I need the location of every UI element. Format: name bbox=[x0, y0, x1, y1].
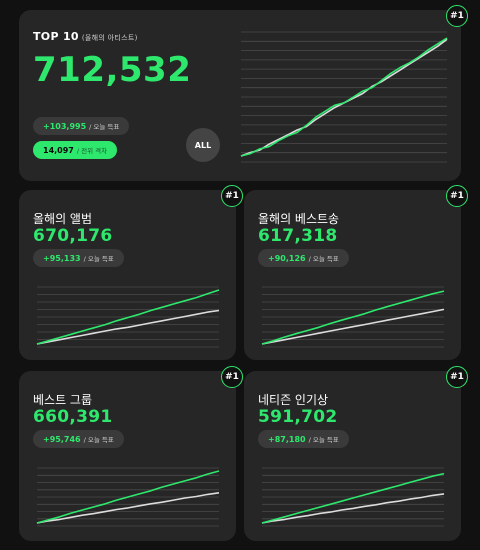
best-song-today-badge: +90,126 / 오늘 득표 bbox=[258, 249, 349, 267]
best-group-today-badge: +95,746 / 오늘 득표 bbox=[33, 430, 124, 448]
top10-vote-count: 712,532 bbox=[33, 50, 192, 90]
best-song-card-title: 올해의 베스트송 bbox=[258, 212, 340, 226]
gap-value: 14,097 bbox=[43, 145, 74, 155]
netizen-card[interactable]: 네티즌 인기상 591,702 +87,180 / 오늘 득표 bbox=[244, 371, 461, 541]
netizen-vote-count: 591,702 bbox=[258, 407, 338, 427]
netizen-today-label: / 오늘 득표 bbox=[308, 436, 339, 444]
album-today-label: / 오늘 득표 bbox=[83, 255, 114, 263]
album-trend-chart bbox=[36, 286, 220, 348]
best-group-card[interactable]: 베스트 그룹 660,391 +95,746 / 오늘 득표 bbox=[19, 371, 236, 541]
best-group-today-label: / 오늘 득표 bbox=[83, 436, 114, 444]
top10-title: TOP 10 (올해의 아티스트) bbox=[33, 30, 138, 43]
today-votes-value: +103,995 bbox=[43, 121, 87, 131]
trend-line-secondary bbox=[36, 492, 220, 524]
rank-badge-top10: #1 bbox=[446, 5, 468, 27]
best-group-card-title: 베스트 그룹 bbox=[33, 393, 93, 407]
best-song-card[interactable]: 올해의 베스트송 617,318 +90,126 / 오늘 득표 bbox=[244, 190, 461, 360]
trend-line-primary bbox=[36, 470, 220, 524]
album-vote-count: 670,176 bbox=[33, 226, 113, 246]
today-votes-label: / 오늘 득표 bbox=[89, 123, 120, 131]
best-song-trend-chart bbox=[261, 286, 445, 348]
album-card-title: 올해의 앨범 bbox=[33, 212, 93, 226]
trend-line-secondary bbox=[261, 493, 445, 524]
netizen-today-badge: +87,180 / 오늘 득표 bbox=[258, 430, 349, 448]
album-card[interactable]: 올해의 앨범 670,176 +95,133 / 오늘 득표 bbox=[19, 190, 236, 360]
rank-badge-best-song: #1 bbox=[446, 185, 468, 207]
rank-badge-best-group: #1 bbox=[221, 366, 243, 388]
best-group-vote-count: 660,391 bbox=[33, 407, 113, 427]
trend-line-primary bbox=[240, 37, 448, 157]
rank-badge-netizen: #1 bbox=[446, 366, 468, 388]
best-group-trend-chart bbox=[36, 467, 220, 527]
top10-trend-chart bbox=[240, 31, 448, 163]
best-song-today-value: +90,126 bbox=[268, 253, 306, 263]
album-today-badge: +95,133 / 오늘 득표 bbox=[33, 249, 124, 267]
netizen-today-value: +87,180 bbox=[268, 434, 306, 444]
gap-badge: 14,097 / 전위 격차 bbox=[33, 141, 118, 159]
trend-line-secondary bbox=[261, 308, 445, 345]
netizen-trend-chart bbox=[261, 467, 445, 527]
top10-subtitle: (올해의 아티스트) bbox=[81, 34, 138, 42]
netizen-card-title: 네티즌 인기상 bbox=[258, 393, 329, 407]
trend-line-primary bbox=[261, 472, 445, 524]
trend-line-secondary bbox=[36, 309, 220, 345]
best-group-today-value: +95,746 bbox=[43, 434, 81, 444]
today-votes-badge: +103,995 / 오늘 득표 bbox=[33, 117, 130, 135]
rank-badge-album: #1 bbox=[221, 185, 243, 207]
album-today-value: +95,133 bbox=[43, 253, 81, 263]
best-song-today-label: / 오늘 득표 bbox=[308, 255, 339, 263]
top10-card[interactable]: TOP 10 (올해의 아티스트) 712,532 +103,995 / 오늘 득… bbox=[19, 10, 461, 181]
trend-line-secondary bbox=[240, 38, 448, 157]
all-button[interactable]: ALL bbox=[186, 128, 220, 162]
trend-line-primary bbox=[36, 289, 220, 345]
best-song-vote-count: 617,318 bbox=[258, 226, 338, 246]
trend-line-primary bbox=[261, 290, 445, 345]
gap-label: / 전위 격차 bbox=[76, 147, 108, 155]
